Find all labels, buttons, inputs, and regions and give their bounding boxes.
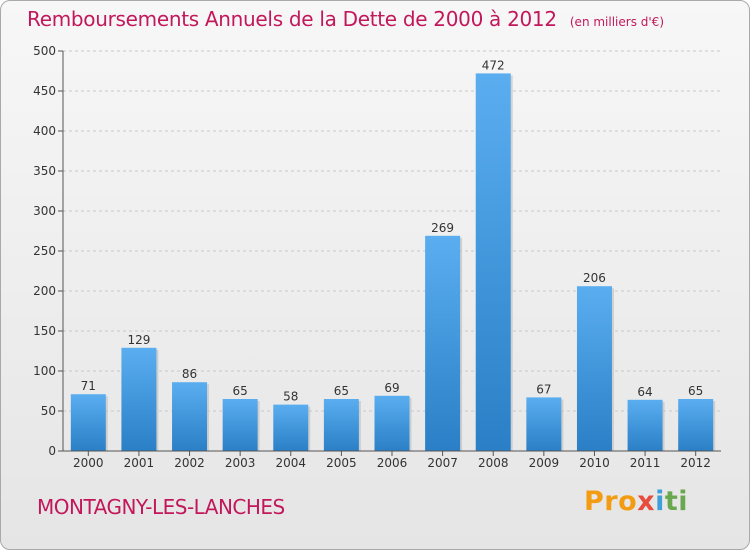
bar-value-label: 65 <box>334 384 349 398</box>
bar-value-label: 64 <box>637 385 652 399</box>
bar-value-label: 71 <box>81 379 96 393</box>
town-name: MONTAGNY-LES-LANCHES <box>37 495 285 519</box>
y-tick-label: 350 <box>33 164 56 178</box>
bar-2002 <box>172 382 208 451</box>
bar-value-label: 206 <box>583 271 606 285</box>
x-tick-label: 2006 <box>377 456 408 470</box>
bar-value-label: 129 <box>127 333 150 347</box>
x-tick-label: 2009 <box>529 456 560 470</box>
y-tick-label: 50 <box>41 404 56 418</box>
chart-title-main: Remboursements Annuels de la Dette de 20… <box>27 7 557 31</box>
logo-part-3: i <box>655 486 665 517</box>
bar-2012 <box>678 399 714 451</box>
y-tick-label: 250 <box>33 244 56 258</box>
bar-2009 <box>526 397 562 451</box>
bar-value-label: 58 <box>283 390 298 404</box>
bar-2001 <box>121 347 157 451</box>
logo-part-2: x <box>637 486 656 517</box>
chart-title-unit: (en milliers d'€) <box>569 15 664 29</box>
x-tick-label: 2007 <box>427 456 458 470</box>
logo-part-4: ti <box>664 486 689 517</box>
x-tick-label: 2003 <box>225 456 256 470</box>
y-tick-label: 150 <box>33 324 56 338</box>
y-tick-label: 300 <box>33 204 56 218</box>
y-tick-label: 400 <box>33 124 56 138</box>
y-tick-label: 100 <box>33 364 56 378</box>
y-tick-label: 200 <box>33 284 56 298</box>
proxiti-logo: Proxiti <box>584 486 688 517</box>
bar-2004 <box>273 404 309 451</box>
bar-2007 <box>425 235 461 451</box>
x-tick-label: 2011 <box>630 456 661 470</box>
bar-2010 <box>576 286 612 451</box>
bar-layer: 71 129 86 65 58 65 69 269 472 67 206 64 65 <box>70 58 716 452</box>
bar-value-label: 65 <box>688 384 703 398</box>
bar-2011 <box>627 399 663 451</box>
x-tick-label: 2008 <box>478 456 509 470</box>
x-tick-label: 2012 <box>680 456 711 470</box>
y-tick-label: 0 <box>48 444 56 458</box>
axis-layer: 0 50 100 150 200 250 300 350 400 450 500 2000 2001 20… <box>33 44 721 470</box>
bar-value-label: 65 <box>233 384 248 398</box>
x-tick-label: 2010 <box>579 456 610 470</box>
x-tick-label: 2005 <box>326 456 357 470</box>
y-tick-label: 500 <box>33 44 56 58</box>
bar-2000 <box>70 394 106 451</box>
bar-value-label: 472 <box>482 58 505 72</box>
x-tick-label: 2001 <box>124 456 155 470</box>
x-tick-label: 2000 <box>73 456 104 470</box>
bar-2005 <box>323 399 359 451</box>
x-tick-label: 2002 <box>174 456 205 470</box>
y-tick-label: 450 <box>33 84 56 98</box>
x-tick-label: 2004 <box>275 456 306 470</box>
bar-2006 <box>374 395 410 451</box>
bar-2008 <box>475 73 511 452</box>
bar-value-label: 269 <box>431 221 454 235</box>
bar-value-label: 67 <box>536 382 551 396</box>
bar-2003 <box>222 399 258 451</box>
bar-value-label: 86 <box>182 367 197 381</box>
bar-value-label: 69 <box>384 381 399 395</box>
chart-title: Remboursements Annuels de la Dette de 20… <box>27 7 664 31</box>
logo-part-1: Pro <box>584 486 638 517</box>
